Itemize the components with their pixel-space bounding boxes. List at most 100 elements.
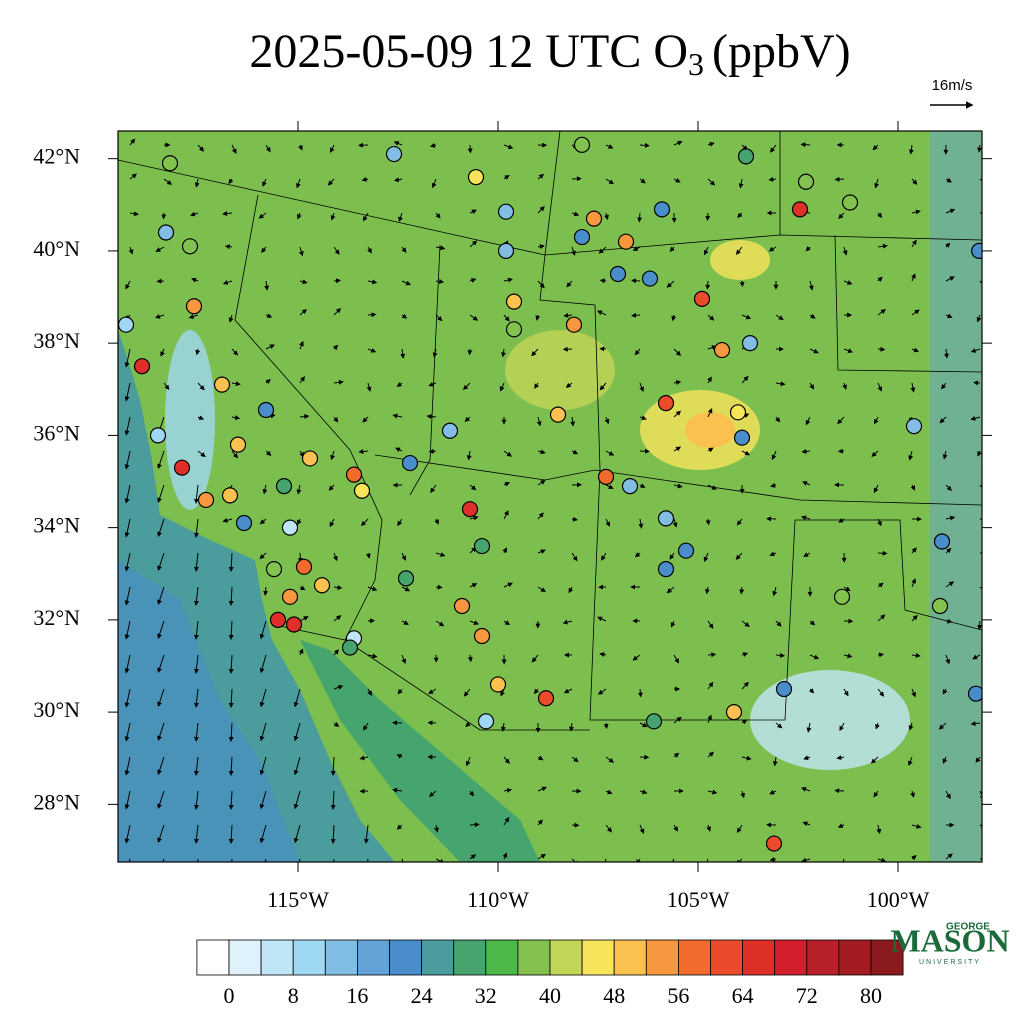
station xyxy=(387,147,402,162)
plains xyxy=(930,131,982,862)
lat-tick-label: 28°N xyxy=(33,789,80,814)
station xyxy=(159,225,174,240)
station xyxy=(843,195,858,210)
station xyxy=(267,562,282,577)
station xyxy=(743,336,758,351)
colorbar-box xyxy=(261,940,293,975)
station xyxy=(199,492,214,507)
title-units: (ppbV) xyxy=(712,25,851,78)
colorbar-label: 32 xyxy=(475,983,497,1008)
station xyxy=(175,460,190,475)
station xyxy=(215,377,230,392)
colorbar-box xyxy=(422,940,454,975)
station xyxy=(455,599,470,614)
station xyxy=(463,502,478,517)
station xyxy=(303,451,318,466)
station xyxy=(799,174,814,189)
station xyxy=(587,211,602,226)
wind-arrow xyxy=(835,179,844,180)
colorbar-box xyxy=(390,940,422,975)
central-valley xyxy=(165,330,215,510)
wind-arrow xyxy=(742,281,743,286)
colorbar-box xyxy=(229,940,261,975)
station xyxy=(237,516,252,531)
station xyxy=(151,428,166,443)
station xyxy=(575,230,590,245)
colorbar-label: 48 xyxy=(603,983,625,1008)
station xyxy=(271,612,286,627)
station xyxy=(907,419,922,434)
colorbar-box xyxy=(454,940,486,975)
station xyxy=(277,479,292,494)
lat-tick-label: 36°N xyxy=(33,420,80,445)
lon-tick-label: 100°W xyxy=(867,887,930,912)
station xyxy=(187,299,202,314)
station xyxy=(491,677,506,692)
wind-arrow xyxy=(632,280,640,281)
station xyxy=(695,291,710,306)
wind-arrow xyxy=(878,654,883,655)
station xyxy=(399,571,414,586)
station xyxy=(777,682,792,697)
wind-arrow xyxy=(707,213,708,220)
station xyxy=(347,467,362,482)
wind-arrow xyxy=(640,145,649,146)
wind-arrow xyxy=(368,314,375,315)
title-main: 2025-05-09 12 UTC O xyxy=(249,25,688,78)
station xyxy=(355,483,370,498)
lat-tick-label: 34°N xyxy=(33,513,80,538)
wind-arrow xyxy=(334,280,340,281)
wind-arrow xyxy=(878,553,887,554)
colorbar-label: 24 xyxy=(411,983,433,1008)
colorbar-box xyxy=(582,940,614,975)
wind-arrow xyxy=(708,519,709,524)
lon-tick-label: 110°W xyxy=(467,887,529,912)
high-zone xyxy=(710,240,770,280)
station xyxy=(231,437,246,452)
colorbar-box xyxy=(357,940,389,975)
title: 2025-05-09 12 UTC O3(ppbV) xyxy=(249,25,850,82)
lat-tick-label: 42°N xyxy=(33,144,80,169)
colorbar-label: 64 xyxy=(732,983,754,1008)
wind-arrow xyxy=(979,621,980,629)
station xyxy=(283,520,298,535)
station xyxy=(183,239,198,254)
colorbar-label: 56 xyxy=(667,983,689,1008)
station xyxy=(539,691,554,706)
station xyxy=(119,317,134,332)
wind-arrow xyxy=(835,790,844,791)
station xyxy=(767,836,782,851)
colorbar-box xyxy=(325,940,357,975)
high-zone xyxy=(685,412,735,448)
wind-arrow xyxy=(980,213,988,214)
logo-bottom: UNIVERSITY xyxy=(919,959,981,966)
station xyxy=(655,202,670,217)
colorbar-label: 16 xyxy=(346,983,368,1008)
wind-arrow xyxy=(801,144,810,145)
wind-arrow xyxy=(163,213,164,219)
station xyxy=(659,396,674,411)
wind-arrow xyxy=(430,451,436,452)
lon-tick-label: 115°W xyxy=(267,887,329,912)
station xyxy=(551,407,566,422)
station xyxy=(507,322,522,337)
lat-tick-label: 30°N xyxy=(33,697,80,722)
station xyxy=(475,629,490,644)
station xyxy=(647,714,662,729)
colorbar-box xyxy=(775,940,807,975)
colorbar-box xyxy=(614,940,646,975)
colorbar-box xyxy=(743,940,775,975)
lat-tick-label: 38°N xyxy=(33,328,80,353)
station xyxy=(659,562,674,577)
colorbar-box xyxy=(197,940,229,975)
station xyxy=(507,294,522,309)
station xyxy=(735,430,750,445)
lat-tick-label: 32°N xyxy=(33,605,80,630)
colorbar-label: 80 xyxy=(860,983,882,1008)
station xyxy=(969,686,984,701)
colorbar-box xyxy=(550,940,582,975)
station xyxy=(479,714,494,729)
station xyxy=(933,599,948,614)
